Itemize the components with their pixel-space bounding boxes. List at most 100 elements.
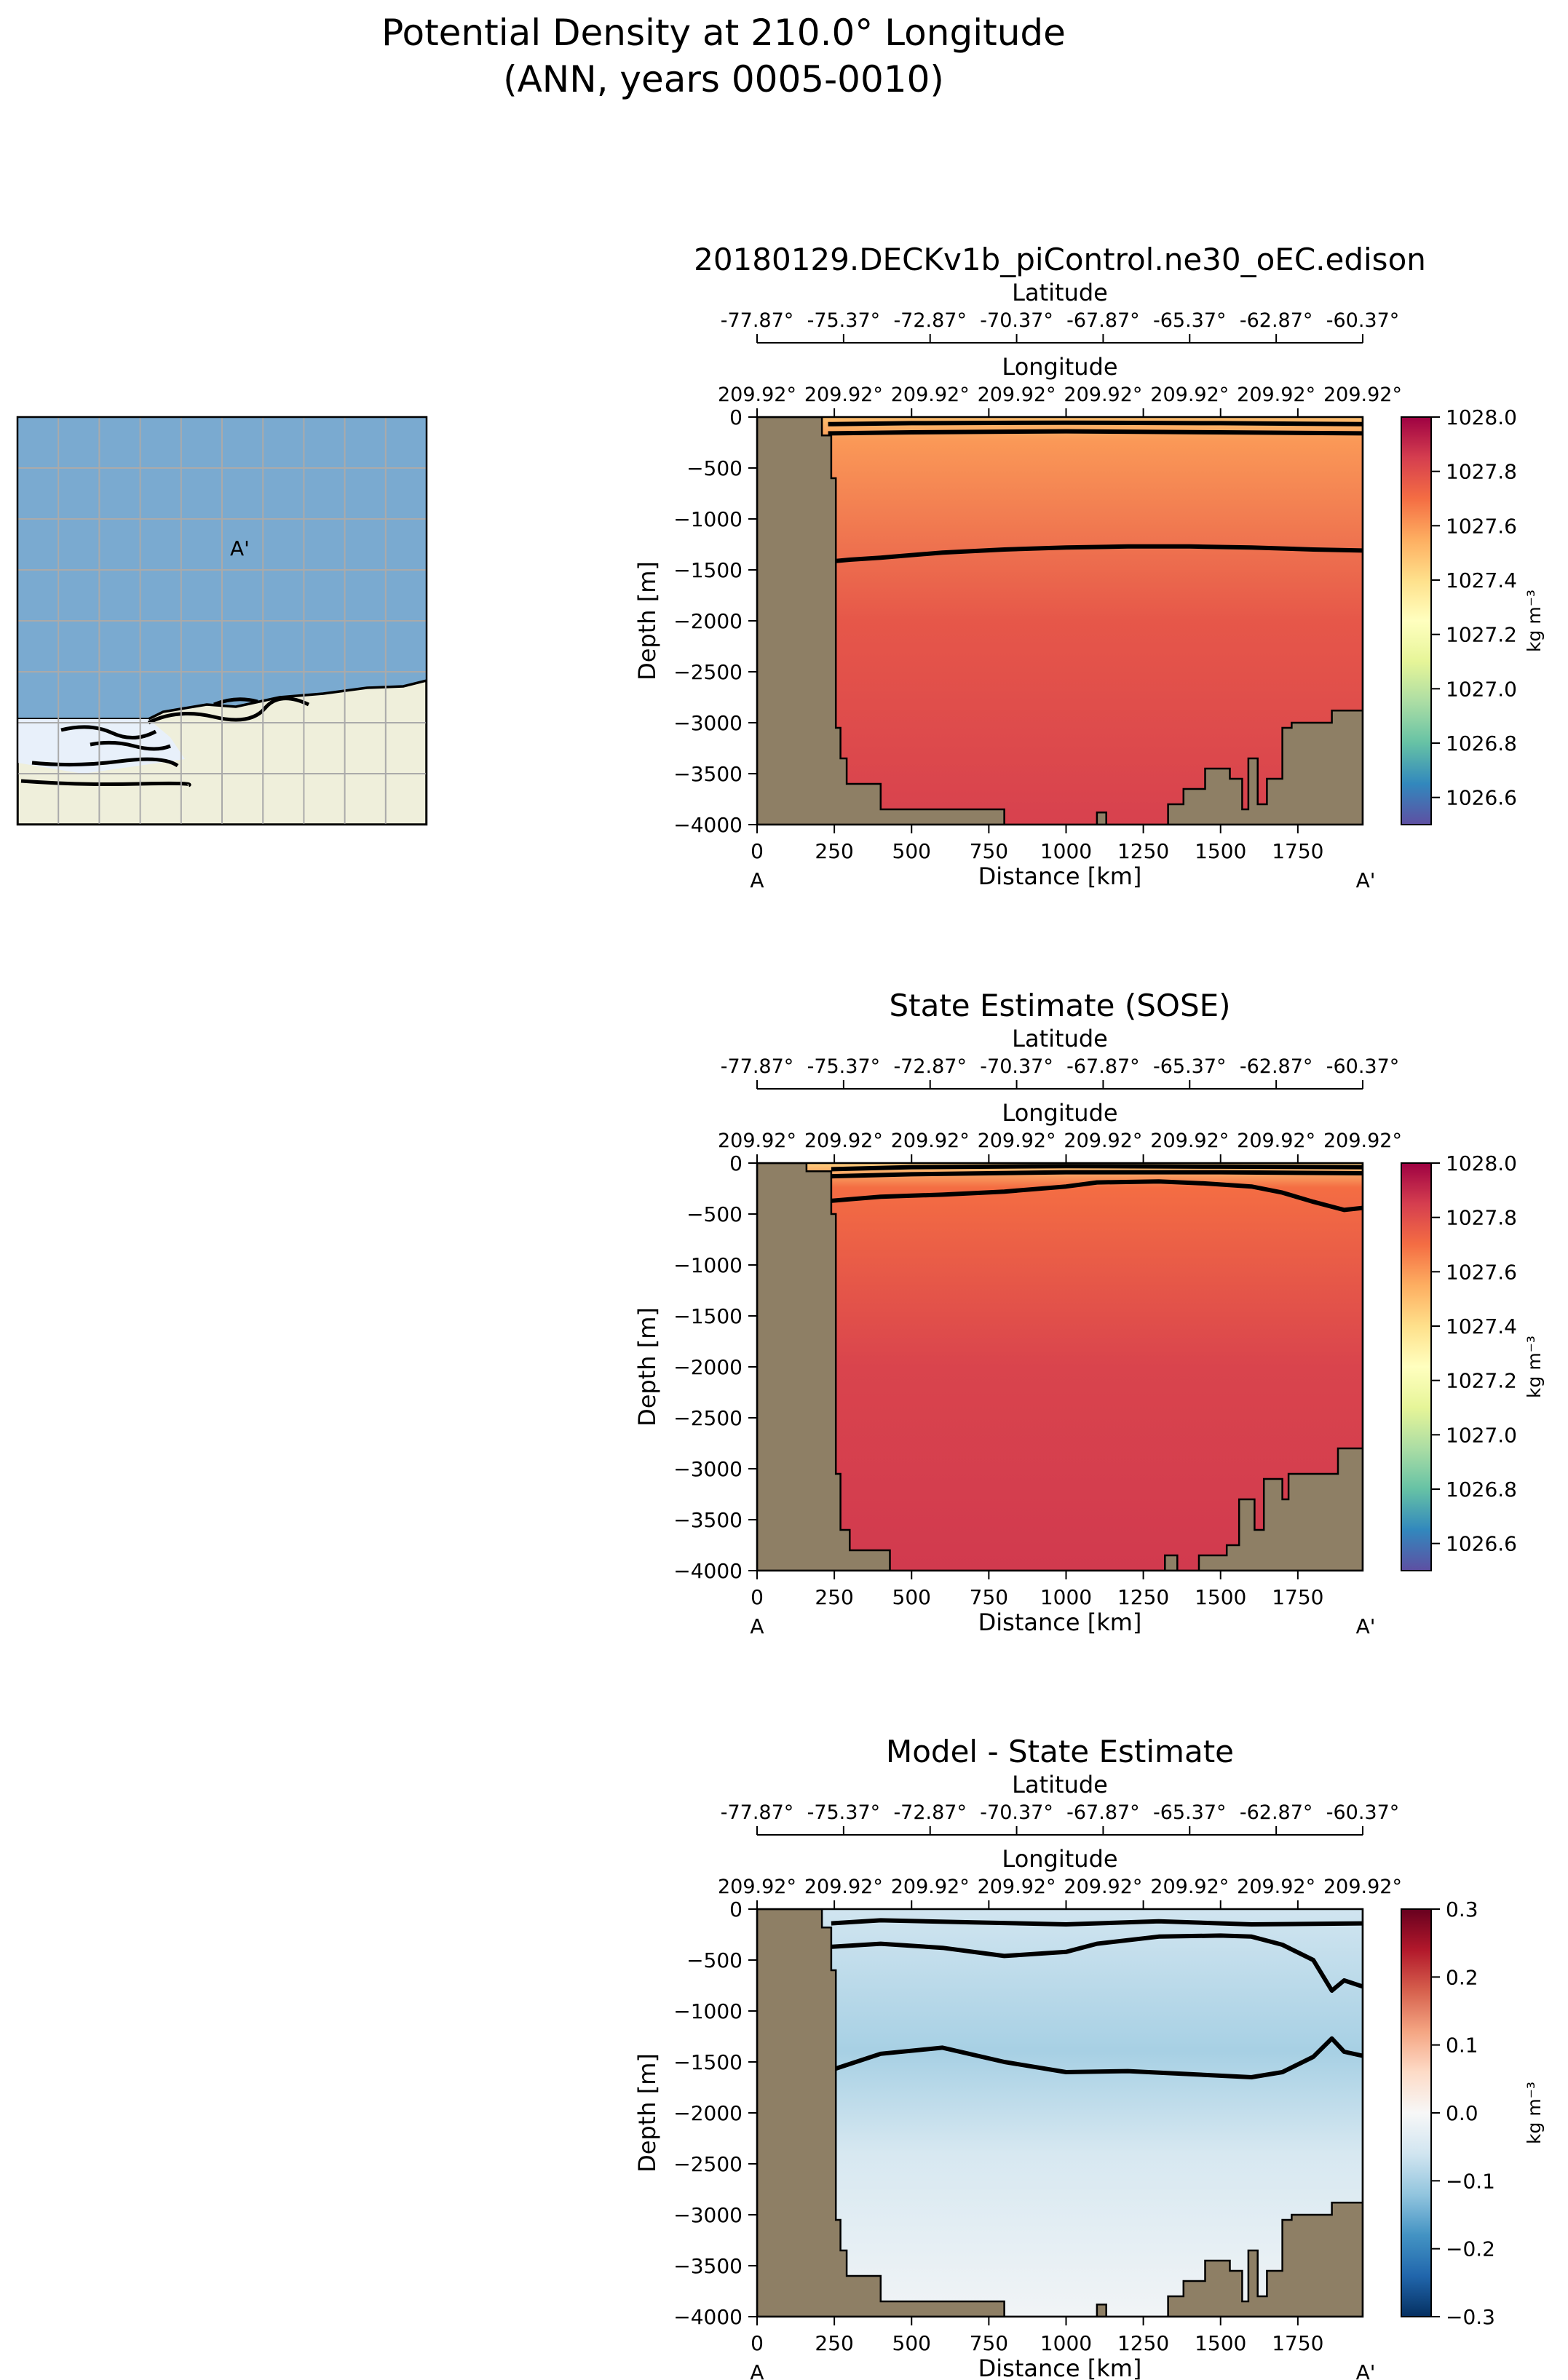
map-frame [16, 416, 428, 826]
lon-tick-label: 209.92° [804, 1876, 883, 1898]
density-field [757, 417, 1363, 825]
y-tick-label: −1500 [673, 558, 743, 582]
colorbar-tick-label: 1027.2 [1446, 1369, 1517, 1393]
y-tick-label: −1000 [673, 1253, 743, 1277]
x-tick-label: 1500 [1195, 839, 1246, 863]
y-axis-label: Depth [m] [633, 561, 661, 681]
lat-tick-label: -77.87° [721, 1055, 794, 1078]
y-tick-label: −3500 [673, 1508, 743, 1532]
lon-axis-label: Longitude [1002, 1845, 1117, 1873]
lat-tick-label: -72.87° [893, 309, 967, 332]
inset-map: A' [16, 416, 428, 826]
x-tick-label: 1000 [1040, 2331, 1092, 2355]
lat-tick-label: -67.87° [1066, 309, 1140, 332]
colorbar-tick-label: 1027.6 [1446, 1260, 1517, 1284]
colorbar-label: kg m⁻³ [1524, 1336, 1545, 1398]
map-coastline [60, 725, 157, 740]
lon-tick-label: 209.92° [1064, 1130, 1142, 1152]
y-tick-label: −3000 [673, 1457, 743, 1481]
y-tick-label: −500 [686, 456, 743, 480]
lat-tick-label: -70.37° [980, 1801, 1053, 1824]
lat-tick-label: -70.37° [980, 309, 1053, 332]
figure-title-line1: Potential Density at 210.0° Longitude [381, 12, 1066, 54]
colorbar-tick-label: 1028.0 [1446, 1151, 1517, 1175]
map-coastline [213, 697, 258, 707]
lon-tick-label: 209.92° [1237, 1130, 1315, 1152]
lat-axis-label: Latitude [1012, 1025, 1108, 1052]
colorbar-tick-label: 0.0 [1446, 2101, 1478, 2125]
lon-tick-label: 209.92° [1150, 384, 1229, 406]
lon-tick-label: 209.92° [1150, 1130, 1229, 1152]
x-tick-label: 750 [970, 2331, 1008, 2355]
colorbar-tick-label: 1027.4 [1446, 568, 1517, 592]
x-tick-label: 250 [815, 839, 853, 863]
panel-1: 0 250 500 750 1000 1250 1500 1750 0 −500 −1000 −150… [633, 242, 1545, 892]
lon-tick-label: 209.92° [718, 1876, 796, 1898]
map-coastline [147, 697, 310, 725]
contour-line-3 [831, 1918, 1363, 1927]
x-tick-label: 250 [815, 1585, 853, 1609]
panel-title: Model - State Estimate [886, 1734, 1234, 1769]
colorbar-tick-label: 1027.0 [1446, 677, 1517, 701]
x-axis-label: Distance [km] [978, 1609, 1142, 1636]
lat-tick-label: -67.87° [1066, 1801, 1140, 1824]
y-tick-label: −2000 [673, 609, 743, 633]
x-tick-label: 500 [892, 1585, 931, 1609]
lon-axis-label: Longitude [1002, 353, 1117, 381]
contour-line-2 [831, 1170, 1363, 1179]
y-tick-label: −2500 [673, 660, 743, 684]
contour-line-2 [828, 429, 1363, 436]
y-tick-label: −3500 [673, 2254, 743, 2278]
section-start-label: A [750, 868, 764, 892]
lat-tick-label: -62.87° [1240, 1801, 1313, 1824]
y-tick-label: −1500 [673, 1304, 743, 1328]
lat-tick-label: -65.37° [1153, 1801, 1227, 1824]
lat-tick-label: -75.37° [807, 1801, 881, 1824]
colorbar-tick-label: 1027.2 [1446, 623, 1517, 647]
lon-tick-label: 209.92° [1064, 1876, 1142, 1898]
lat-tick-label: -60.37° [1326, 1055, 1400, 1078]
x-axis-label: Distance [km] [978, 2355, 1142, 2380]
x-tick-label: 750 [970, 1585, 1008, 1609]
lon-tick-label: 209.92° [718, 1130, 796, 1152]
x-tick-label: 1000 [1040, 839, 1092, 863]
y-tick-label: −3000 [673, 2203, 743, 2227]
map-coastline [20, 779, 191, 788]
contour-line-1 [828, 544, 1363, 564]
lat-tick-label: -67.87° [1066, 1055, 1140, 1078]
y-tick-label: −2000 [673, 2101, 743, 2125]
lon-tick-label: 209.92° [978, 1130, 1056, 1152]
lat-tick-label: -75.37° [807, 309, 881, 332]
colorbar [1401, 1908, 1432, 2317]
colorbar-label: kg m⁻³ [1524, 2082, 1545, 2144]
colorbar-tick-label: 1027.4 [1446, 1314, 1517, 1338]
lat-axis-label: Latitude [1012, 1771, 1108, 1798]
lon-tick-label: 209.92° [891, 384, 970, 406]
contour-line-1 [831, 1179, 1363, 1213]
x-tick-label: 250 [815, 2331, 853, 2355]
figure-title-line2: (ANN, years 0005-0010) [503, 58, 944, 100]
y-tick-label: −4000 [673, 1559, 743, 1583]
lat-tick-label: -65.37° [1153, 309, 1227, 332]
map-point-label: A' [230, 536, 250, 560]
lon-tick-label: 209.92° [891, 1876, 970, 1898]
panel-3: 0 250 500 750 1000 1250 1500 1750 0 −500 −1000 −150… [633, 1734, 1545, 2380]
lat-tick-label: -62.87° [1240, 309, 1313, 332]
lon-tick-label: 209.92° [1323, 1876, 1402, 1898]
x-tick-label: 1250 [1117, 839, 1169, 863]
x-tick-label: 0 [751, 1585, 764, 1609]
y-tick-label: 0 [729, 1151, 743, 1175]
colorbar-tick-label: −0.2 [1446, 2237, 1495, 2261]
lon-axis-label: Longitude [1002, 1099, 1117, 1127]
map-coastline [90, 740, 171, 751]
x-tick-label: 1000 [1040, 1585, 1092, 1609]
colorbar-tick-label: 0.2 [1446, 1965, 1478, 1989]
lon-tick-label: 209.92° [891, 1130, 970, 1152]
x-tick-label: 0 [751, 839, 764, 863]
lon-tick-label: 209.92° [1064, 384, 1142, 406]
contour-line-1 [830, 2036, 1363, 2079]
bathymetry [757, 1163, 1363, 1571]
density-field [757, 1909, 1363, 2317]
density-field [757, 1163, 1363, 1571]
